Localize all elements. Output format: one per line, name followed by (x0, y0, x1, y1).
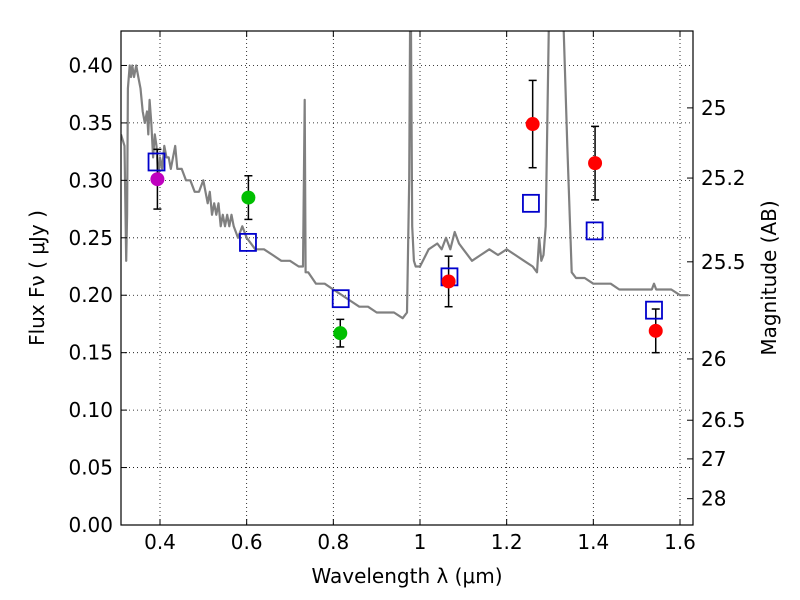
y-tick-label: 0.20 (68, 283, 113, 307)
spectrum-line (121, 31, 689, 320)
observed-photometry-point (333, 326, 348, 341)
x-tick-label: 1 (414, 530, 427, 554)
x-tick-label: 0.4 (144, 530, 176, 554)
plot-frame (120, 30, 694, 526)
y-axis-label: Flux Fν ( μJy ) (25, 210, 49, 346)
x-tick-label: 1.4 (577, 530, 609, 554)
observed-photometry-point (241, 190, 256, 205)
y-tick-label: 0.30 (68, 168, 113, 192)
model-photometry-square (331, 289, 350, 309)
y-tick-label: 0.00 (68, 513, 113, 537)
x-tick-label: 0.6 (231, 530, 263, 554)
right-tick-label: 26 (701, 347, 726, 371)
right-tick-label: 28 (701, 487, 726, 511)
x-axis-label: Wavelength λ (μm) (311, 564, 502, 588)
x-tick-label: 0.8 (317, 530, 349, 554)
right-tick-label: 26.5 (701, 408, 746, 432)
observed-photometry-point (525, 117, 540, 132)
y-tick-label: 0.25 (68, 226, 113, 250)
right-tick-label: 27 (701, 447, 726, 471)
model-photometry-square (147, 152, 166, 172)
model-photometry-square (522, 193, 540, 213)
plot-data (121, 31, 689, 354)
observed-photometry-point (648, 323, 663, 338)
observed-photometry-point (150, 172, 165, 187)
right-axis-label: Magnitude (AB) (757, 200, 781, 355)
observed-photometry-point (588, 156, 603, 171)
right-tick-label: 25.2 (701, 166, 746, 190)
y-tick-label: 0.40 (68, 53, 113, 77)
y-tick-label: 0.10 (68, 398, 113, 422)
axis-ticks: 0.4 0.6 0.8 1 1.2 1.4 1.6 0.00 0.05 0.10 0.15 0.20 0… (68, 31, 746, 554)
right-tick-label: 25.5 (701, 250, 746, 274)
x-tick-label: 1.2 (491, 530, 523, 554)
model-photometry-square (239, 232, 257, 252)
model-photometry-square (585, 221, 604, 241)
y-tick-label: 0.15 (68, 341, 113, 365)
right-tick-label: 25 (701, 96, 726, 120)
observed-photometry-point (441, 274, 456, 289)
model-photometry-square (645, 300, 663, 320)
y-tick-label: 0.05 (68, 456, 113, 480)
y-tick-label: 0.35 (68, 111, 113, 135)
x-tick-label: 1.6 (664, 530, 696, 554)
